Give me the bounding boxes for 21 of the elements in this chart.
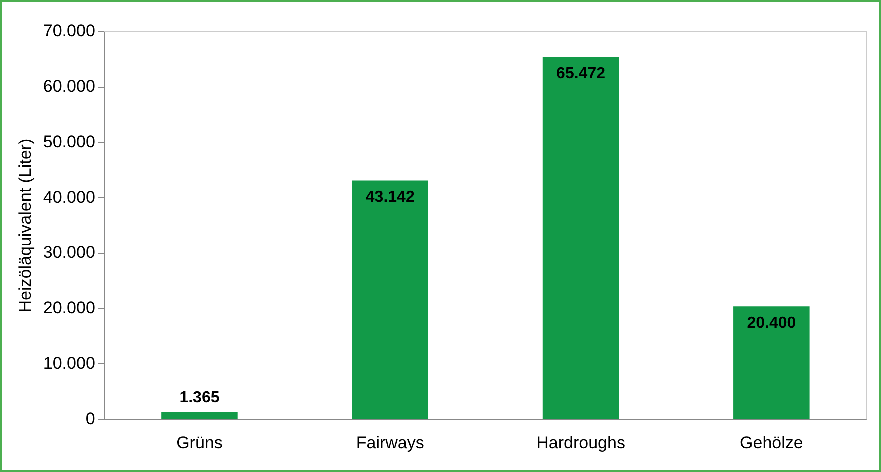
y-tick-label: 60.000 [43,77,96,96]
x-tick-label: Gehölze [740,433,804,452]
x-tick-label: Grüns [176,433,223,452]
data-label: 43.142 [366,189,415,206]
data-label: 1.365 [180,389,220,406]
y-axis-title: Heizöläquivalent (Liter) [16,138,35,313]
y-tick-label: 20.000 [43,298,96,318]
y-tick-label: 30.000 [43,243,96,262]
x-tick-label: Fairways [356,433,424,452]
y-tick-label: 10.000 [43,354,96,373]
bar [162,412,238,420]
data-label: 65.472 [556,65,606,82]
bar [352,180,429,420]
x-tick-label: Hardroughs [536,433,626,452]
bar [542,57,620,420]
bar [734,306,810,420]
y-tick-label: 0 [86,409,96,428]
y-tick-label: 50.000 [43,132,96,152]
y-tick-label: 70.000 [43,22,96,41]
y-tick-label: 40.000 [43,188,96,207]
data-label: 20.400 [747,315,796,332]
